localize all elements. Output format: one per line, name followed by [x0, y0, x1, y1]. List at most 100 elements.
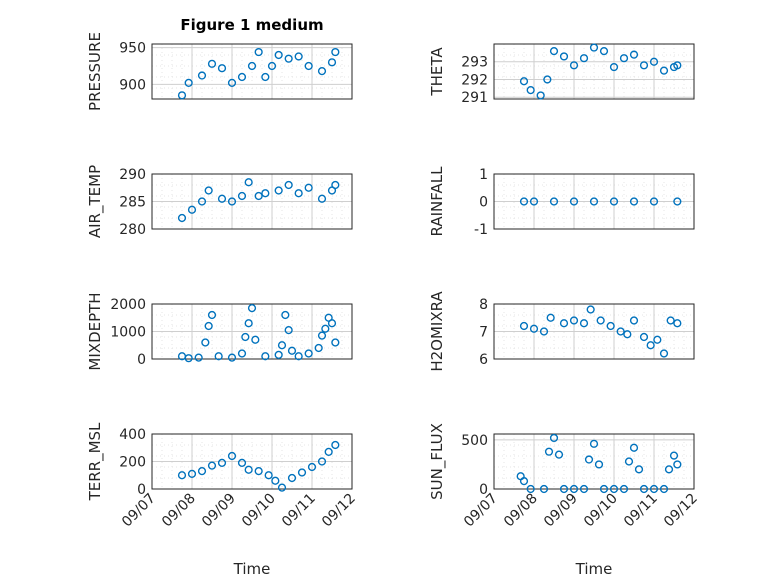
data-point [317, 331, 327, 340]
data-point [549, 46, 559, 56]
data-point [579, 54, 589, 63]
data-point [519, 77, 529, 86]
data-point [673, 460, 682, 469]
data-point [331, 338, 340, 347]
axes-box [493, 303, 695, 360]
data-point [284, 54, 293, 63]
data-point [569, 316, 579, 325]
y-tick-label: 7 [479, 325, 488, 341]
data-point [589, 439, 599, 448]
data-point [659, 484, 669, 494]
data-point [187, 205, 197, 214]
data-point [247, 61, 257, 71]
data-point [519, 321, 529, 331]
data-point [594, 460, 604, 469]
y-tick-label: 0 [479, 482, 488, 498]
x-tick-label: 09/08 [501, 491, 541, 531]
data-point [217, 458, 227, 467]
data-point [204, 186, 213, 195]
data-point [599, 46, 609, 56]
data-point [529, 197, 539, 206]
y-tick-label: 292 [461, 72, 488, 88]
data-point [197, 71, 207, 80]
data-point [616, 327, 625, 336]
axes-box [151, 173, 353, 230]
data-point [589, 43, 599, 52]
data-point [569, 197, 579, 206]
y-tick-label: 400 [119, 427, 146, 443]
data-point [554, 450, 564, 459]
data-point [619, 54, 629, 63]
data-point [579, 484, 589, 494]
data-point [314, 343, 323, 353]
data-point [669, 451, 679, 460]
data-point [227, 78, 237, 87]
figure-title: Figure 1 medium [180, 16, 323, 34]
y-tick-label: 285 [119, 195, 146, 211]
data-point [214, 352, 223, 361]
data-point [559, 319, 569, 328]
data-point [639, 332, 649, 342]
data-point [237, 349, 247, 358]
y-tick-label: 280 [119, 222, 146, 238]
data-point [321, 324, 330, 333]
y-axis-label: RAINFALL [428, 166, 446, 237]
data-point [184, 78, 193, 87]
data-point [177, 471, 187, 480]
data-point [244, 465, 253, 474]
data-point [177, 213, 187, 223]
x-tick-label: 09/11 [279, 491, 319, 531]
data-point [247, 304, 257, 313]
y-tick-label: 293 [461, 55, 488, 71]
data-point [331, 180, 340, 190]
data-point [297, 468, 307, 477]
data-point [327, 319, 337, 328]
data-point [596, 316, 605, 325]
data-point [274, 50, 283, 60]
subplot-3: 280 285 290 AIR_TEMP [86, 165, 353, 238]
data-point [584, 455, 594, 464]
data-point [606, 321, 615, 331]
y-axis-label: TERR_MSL [86, 422, 105, 501]
data-point [649, 197, 659, 206]
data-point [207, 461, 217, 470]
y-tick-label: 6 [479, 352, 488, 368]
y-tick-label: 950 [119, 41, 146, 57]
data-point [673, 197, 682, 206]
data-point [673, 61, 682, 70]
data-point [331, 440, 340, 450]
y-axis-label: SUN_FLUX [428, 423, 447, 500]
data-point [569, 484, 579, 494]
y-tick-label: 0 [479, 195, 488, 211]
x-tick-label: 09/12 [319, 491, 359, 531]
subplot-4: -1 0 1 RAINFALL [428, 166, 695, 238]
data-point [331, 47, 340, 57]
subplot-5: 0 1000 2000 MIXDEPTH [86, 292, 353, 371]
data-point [549, 433, 559, 443]
data-point [254, 191, 263, 201]
data-point [237, 191, 247, 201]
data-point [261, 189, 270, 198]
data-point [609, 484, 619, 494]
data-point [526, 86, 535, 95]
data-point [261, 352, 270, 361]
data-point [201, 338, 210, 347]
data-point [539, 327, 549, 336]
data-point [254, 47, 263, 57]
data-point [277, 483, 287, 492]
data-point [251, 335, 260, 344]
data-point [284, 180, 293, 190]
data-point [244, 319, 253, 328]
data-point [244, 178, 253, 187]
y-tick-label: 0 [137, 482, 146, 498]
data-point [294, 189, 303, 198]
y-tick-label: 8 [479, 297, 488, 313]
data-point [519, 477, 529, 486]
data-point [639, 61, 649, 70]
y-tick-label: 1 [479, 167, 488, 183]
data-point [569, 61, 579, 70]
data-point [187, 469, 197, 478]
left-x-axis-label: Time [233, 560, 271, 578]
data-point [549, 197, 559, 206]
